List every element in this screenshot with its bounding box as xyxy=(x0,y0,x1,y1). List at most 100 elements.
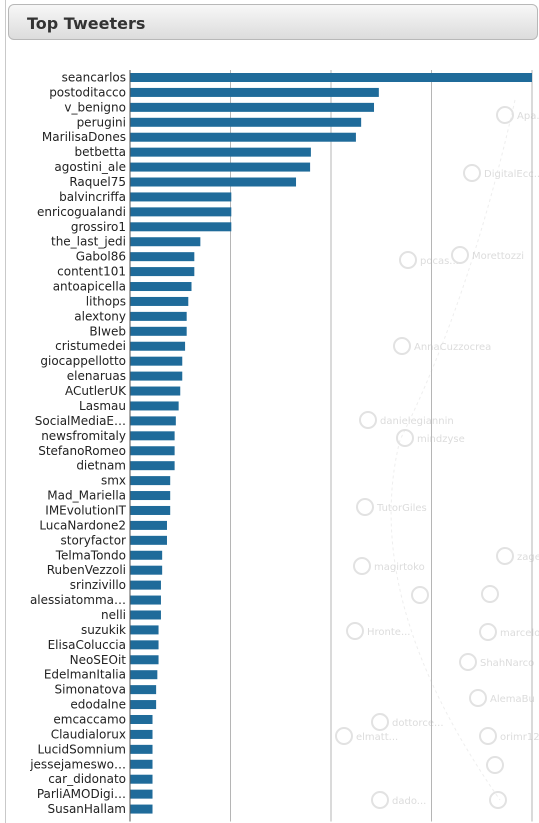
bar[interactable] xyxy=(130,431,175,441)
bar[interactable] xyxy=(130,132,356,142)
bar[interactable] xyxy=(130,744,153,754)
background-network-link xyxy=(390,99,516,801)
bar[interactable] xyxy=(130,714,153,724)
bar[interactable] xyxy=(130,565,163,575)
bar[interactable] xyxy=(130,311,187,321)
bar[interactable] xyxy=(130,102,375,112)
category-label: alessiatomma… xyxy=(30,593,126,607)
background-node xyxy=(496,106,514,124)
bar[interactable] xyxy=(130,729,153,739)
bar[interactable] xyxy=(130,655,159,665)
bar[interactable] xyxy=(130,759,153,769)
bar[interactable] xyxy=(130,192,232,202)
bar[interactable] xyxy=(130,804,153,814)
bar[interactable] xyxy=(130,505,171,515)
bar[interactable] xyxy=(130,520,167,530)
background-node-label: marcelor... xyxy=(500,628,539,639)
category-label: ParliAMODigi… xyxy=(37,787,126,801)
background-node xyxy=(469,689,487,707)
background-node-label: danielegiannin xyxy=(380,416,454,427)
category-label: giocappellotto xyxy=(40,354,126,368)
bar[interactable] xyxy=(130,207,232,217)
category-label: edodalne xyxy=(70,698,126,712)
background-node-label: DigitalEcc... xyxy=(484,169,539,180)
bar[interactable] xyxy=(130,640,159,650)
category-label: perugini xyxy=(77,115,126,129)
bar[interactable] xyxy=(130,401,179,411)
bar[interactable] xyxy=(130,386,181,396)
bar[interactable] xyxy=(130,177,297,187)
background-node-label: Morettozzi xyxy=(472,251,524,262)
background-node xyxy=(496,547,514,565)
bar[interactable] xyxy=(130,267,195,277)
background-node xyxy=(451,246,469,264)
bar[interactable] xyxy=(130,774,153,784)
background-network: Apa... DigitalEcc... Morettozzi pocas... Ann… xyxy=(335,99,539,809)
bar[interactable] xyxy=(130,491,171,501)
background-node-label: elmatt... xyxy=(356,732,398,743)
category-label: Mad_Mariella xyxy=(47,489,126,503)
category-label: balvincriffa xyxy=(59,190,126,204)
category-label: dietnam xyxy=(76,459,126,473)
bar[interactable] xyxy=(130,685,157,695)
background-node-label: ShahNarco xyxy=(480,658,534,669)
category-label: jessejameswo… xyxy=(29,757,126,771)
bar[interactable] xyxy=(130,446,175,456)
category-label: newsfromitaly xyxy=(41,429,126,443)
bar[interactable] xyxy=(130,416,176,426)
bar[interactable] xyxy=(130,580,161,590)
bar[interactable] xyxy=(130,147,311,157)
category-label: enricogualandi xyxy=(37,205,126,219)
background-node-label: dado... xyxy=(392,796,426,807)
category-label: TelmaTondo xyxy=(55,548,126,562)
bar[interactable] xyxy=(130,87,379,97)
background-node xyxy=(393,337,411,355)
bar[interactable] xyxy=(130,535,167,545)
bar[interactable] xyxy=(130,461,175,471)
background-node xyxy=(459,653,477,671)
background-node-label: pocas... xyxy=(420,256,459,267)
category-label: ACutlerUK xyxy=(65,384,127,398)
bar[interactable] xyxy=(130,282,192,292)
category-label: elenaruas xyxy=(67,369,126,383)
bar[interactable] xyxy=(130,670,158,680)
background-node xyxy=(486,756,504,774)
category-label: car_didonato xyxy=(48,772,126,786)
bar[interactable] xyxy=(130,73,532,82)
background-node-label: Hronte... xyxy=(367,627,410,638)
category-label: v_benigno xyxy=(64,100,126,114)
bar[interactable] xyxy=(130,222,232,232)
category-label: agostini_ale xyxy=(54,160,126,174)
category-label: lithops xyxy=(86,294,126,308)
panel-header: Top Tweeters xyxy=(8,4,538,40)
bar[interactable] xyxy=(130,476,171,486)
category-label: EdelmanItalia xyxy=(44,668,126,682)
category-label: LucaNardone2 xyxy=(39,518,126,532)
bar[interactable] xyxy=(130,296,189,306)
bar[interactable] xyxy=(130,252,195,262)
bar[interactable] xyxy=(130,625,159,635)
background-node xyxy=(411,586,429,604)
category-label: content101 xyxy=(57,265,126,279)
bar[interactable] xyxy=(130,789,153,799)
background-node xyxy=(353,557,371,575)
bar[interactable] xyxy=(130,595,161,605)
background-node xyxy=(396,429,414,447)
bar[interactable] xyxy=(130,162,311,172)
background-node xyxy=(489,791,507,809)
bar[interactable] xyxy=(130,341,186,351)
bar[interactable] xyxy=(130,117,362,127)
bar[interactable] xyxy=(130,237,201,247)
category-label: LucidSomnium xyxy=(37,742,126,756)
bar[interactable] xyxy=(130,371,183,381)
category-label: IMEvolutionIT xyxy=(45,503,126,517)
category-label: suzukik xyxy=(81,623,126,637)
category-label: storyfactor xyxy=(61,533,127,547)
bar[interactable] xyxy=(130,610,161,620)
bar[interactable] xyxy=(130,356,183,366)
bar[interactable] xyxy=(130,326,187,336)
bar[interactable] xyxy=(130,700,157,710)
bar[interactable] xyxy=(130,550,163,560)
background-node-label: AnnaCuzzocrea xyxy=(414,342,491,353)
